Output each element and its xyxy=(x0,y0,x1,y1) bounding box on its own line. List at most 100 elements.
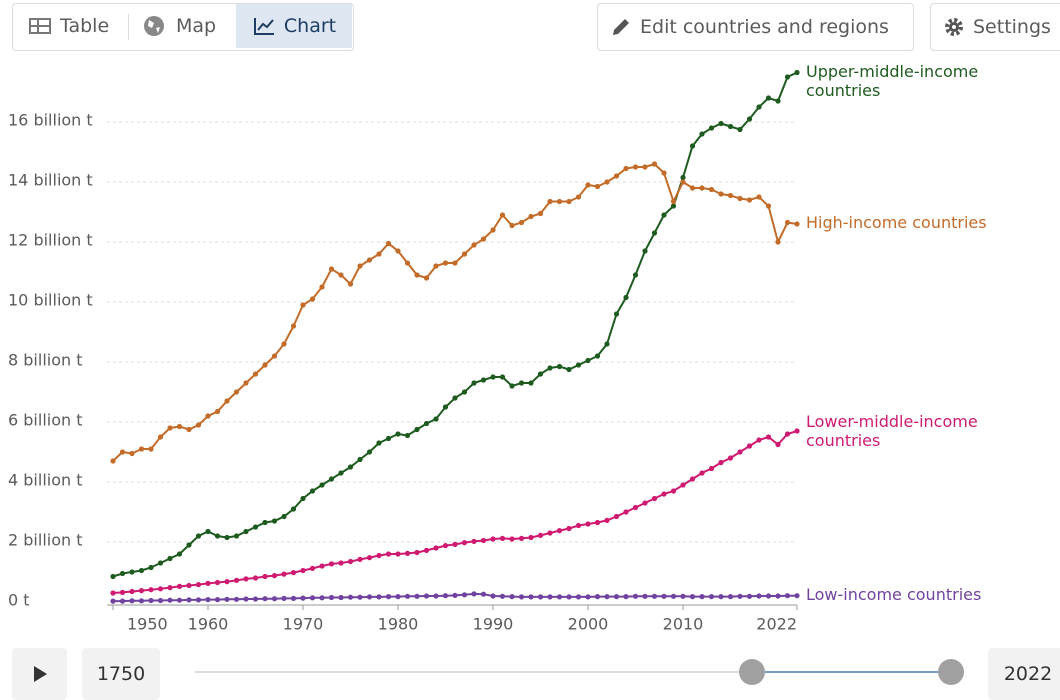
end-year[interactable]: 2022 xyxy=(988,648,1060,700)
data-point xyxy=(604,594,610,600)
data-point xyxy=(205,528,211,535)
data-point xyxy=(452,260,458,266)
data-point xyxy=(708,125,715,131)
table-tab[interactable]: Table xyxy=(24,4,109,48)
data-point xyxy=(775,239,781,245)
data-point xyxy=(252,596,259,602)
data-point xyxy=(414,426,420,433)
data-point xyxy=(157,434,164,440)
data-point xyxy=(765,203,772,209)
series-label: Upper-middle-income countries xyxy=(806,61,979,100)
data-point xyxy=(167,597,173,603)
data-point xyxy=(452,395,458,401)
data-point xyxy=(110,573,116,580)
edit-button[interactable]: Edit countries and regions xyxy=(597,3,914,51)
data-point xyxy=(442,404,449,410)
data-point xyxy=(385,435,392,442)
data-point xyxy=(309,595,316,601)
data-point xyxy=(119,449,126,455)
tab-label: Table xyxy=(60,15,110,37)
data-point xyxy=(129,569,135,575)
data-point xyxy=(689,143,696,149)
data-point xyxy=(632,272,639,278)
data-point xyxy=(556,594,563,600)
data-point xyxy=(233,577,240,584)
x-tick-label: 2000 xyxy=(568,615,609,634)
slider-handle[interactable] xyxy=(938,659,964,685)
play-button[interactable] xyxy=(12,648,67,700)
data-point xyxy=(252,575,259,581)
data-point xyxy=(585,182,591,188)
data-point xyxy=(271,353,278,359)
data-point xyxy=(243,528,249,535)
data-point xyxy=(395,594,401,600)
x-tick-label: 1960 xyxy=(188,615,229,634)
data-point xyxy=(167,555,173,562)
slider-track xyxy=(195,671,951,673)
data-point xyxy=(480,236,487,242)
data-point xyxy=(756,104,762,110)
data-point xyxy=(699,131,705,137)
chart-tab[interactable]: Chart xyxy=(236,4,352,48)
tab-label: Map xyxy=(176,15,217,37)
data-point xyxy=(471,591,477,597)
slider-handle[interactable] xyxy=(739,659,765,685)
data-point xyxy=(433,545,439,551)
data-point xyxy=(556,528,563,534)
data-point xyxy=(395,431,401,437)
data-point xyxy=(746,443,753,449)
data-point xyxy=(167,425,173,431)
data-point xyxy=(727,123,734,130)
x-tick-label: 1990 xyxy=(473,615,514,634)
start-year[interactable]: 1750 xyxy=(82,648,160,700)
data-point xyxy=(243,576,249,582)
map-tab[interactable]: Map xyxy=(142,4,216,48)
data-point xyxy=(404,432,411,439)
data-point xyxy=(262,596,268,602)
data-point xyxy=(566,198,572,205)
data-point xyxy=(138,598,145,604)
data-point xyxy=(575,594,582,600)
data-point xyxy=(376,594,382,600)
data-point xyxy=(556,363,563,370)
series-label: Low-income countries xyxy=(806,584,982,604)
data-point xyxy=(328,561,335,567)
settings-button[interactable]: Settings xyxy=(930,3,1060,51)
data-point xyxy=(262,519,268,526)
y-tick-label: 6 billion t xyxy=(8,411,83,430)
data-point xyxy=(727,192,734,199)
data-point xyxy=(290,323,297,329)
data-point xyxy=(319,482,325,488)
data-point xyxy=(262,362,268,368)
data-point xyxy=(490,593,496,599)
x-tick-label: 2022 xyxy=(756,615,797,634)
data-point xyxy=(319,595,325,601)
data-point xyxy=(119,589,126,596)
data-point xyxy=(129,598,135,604)
divider xyxy=(128,14,129,40)
data-point xyxy=(309,488,316,494)
data-point xyxy=(395,551,401,557)
data-point xyxy=(328,266,335,272)
data-point xyxy=(423,547,430,554)
y-tick-label: 2 billion t xyxy=(8,531,83,550)
data-point xyxy=(414,593,420,599)
y-tick-label: 12 billion t xyxy=(8,231,93,250)
data-point xyxy=(480,537,487,544)
data-point xyxy=(537,594,544,600)
data-point xyxy=(490,536,496,542)
data-point xyxy=(376,251,382,257)
data-point xyxy=(680,482,686,488)
data-point xyxy=(300,495,306,502)
data-point xyxy=(195,422,202,428)
data-point xyxy=(376,440,382,446)
data-point xyxy=(689,476,696,482)
series-line xyxy=(112,162,798,462)
data-point xyxy=(680,593,686,599)
data-point xyxy=(651,593,658,599)
data-point xyxy=(205,580,211,587)
data-point xyxy=(632,164,639,170)
data-point xyxy=(110,590,116,596)
series-label: High-income countries xyxy=(806,213,987,232)
data-point xyxy=(195,582,202,588)
